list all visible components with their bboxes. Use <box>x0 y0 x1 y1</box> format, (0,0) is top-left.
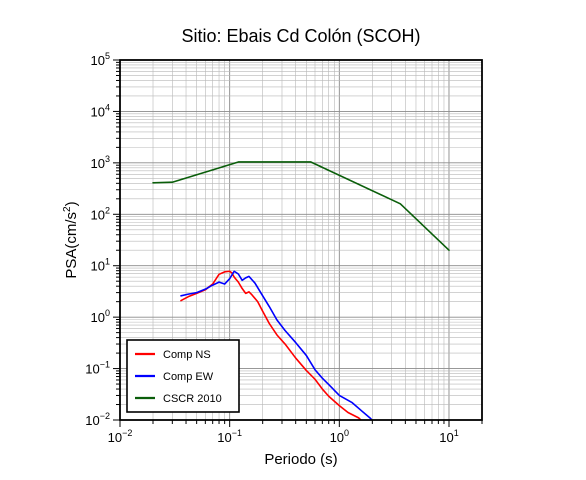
y-tick-label: 102 <box>91 205 110 222</box>
y-tick-label-base: 10 <box>91 310 105 325</box>
series-line-cscr-2010 <box>152 161 450 252</box>
x-tick-label-exponent: −1 <box>232 428 242 438</box>
x-tick-label: 10−1 <box>217 428 242 445</box>
y-tick-label-base: 10 <box>85 413 99 428</box>
x-tick-label: 10−2 <box>108 428 133 445</box>
x-tick-label: 101 <box>439 428 458 445</box>
legend-label-cscr-2010: CSCR 2010 <box>163 393 222 405</box>
y-tick-label-exponent: 1 <box>105 257 110 267</box>
x-tick-label-exponent: 1 <box>454 428 459 438</box>
y-tick-label: 105 <box>91 51 110 68</box>
y-tick-label-exponent: 0 <box>105 308 110 318</box>
legend-label-comp-ew: Comp EW <box>163 371 214 383</box>
y-axis-label: PSA(cm/s2) <box>62 201 80 278</box>
legend-label-comp-ns: Comp NS <box>163 349 211 361</box>
y-tick-label: 104 <box>91 102 110 119</box>
y-tick-label: 10−2 <box>85 411 110 428</box>
series-line-comp-ew <box>180 270 374 420</box>
y-tick-label-exponent: 3 <box>105 154 110 164</box>
y-axis-label-superscript: 2 <box>62 206 73 212</box>
x-axis-label: Periodo (s) <box>264 451 337 468</box>
x-tick-label-base: 10 <box>108 430 122 445</box>
y-tick-label-base: 10 <box>91 53 105 68</box>
legend: Comp NS Comp EW CSCR 2010 <box>126 339 240 413</box>
series-layer <box>152 161 450 420</box>
y-tick-label: 101 <box>91 257 110 274</box>
y-tick-label-exponent: 2 <box>105 205 110 215</box>
y-tick-label: 100 <box>91 308 110 325</box>
y-tick-label-base: 10 <box>91 259 105 274</box>
x-tick-label-exponent: −2 <box>122 428 132 438</box>
series-line-comp-ns <box>180 270 362 420</box>
chart-title: Sitio: Ebais Cd Colón (SCOH) <box>181 26 420 46</box>
tick-layer <box>113 59 483 427</box>
x-tick-label-base: 10 <box>330 430 344 445</box>
y-tick-label: 10−1 <box>85 360 110 377</box>
y-tick-label-exponent: −1 <box>100 360 110 370</box>
y-axis-label-suffix: ) <box>63 201 80 206</box>
x-tick-label-base: 10 <box>439 430 453 445</box>
y-tick-label-base: 10 <box>91 207 105 222</box>
y-tick-label-base: 10 <box>85 362 99 377</box>
y-tick-label: 103 <box>91 154 110 171</box>
plot-frame <box>119 59 483 421</box>
x-tick-label-exponent: 0 <box>344 428 349 438</box>
x-tick-label-base: 10 <box>217 430 231 445</box>
x-tick-label: 100 <box>330 428 349 445</box>
y-tick-label-exponent: 5 <box>105 51 110 61</box>
y-tick-label-base: 10 <box>91 104 105 119</box>
y-tick-label-base: 10 <box>91 156 105 171</box>
y-tick-label-exponent: 4 <box>105 102 110 112</box>
y-tick-label-exponent: −2 <box>100 411 110 421</box>
y-axis-label-prefix: PSA(cm/s <box>63 212 80 279</box>
grid-layer <box>119 59 483 421</box>
